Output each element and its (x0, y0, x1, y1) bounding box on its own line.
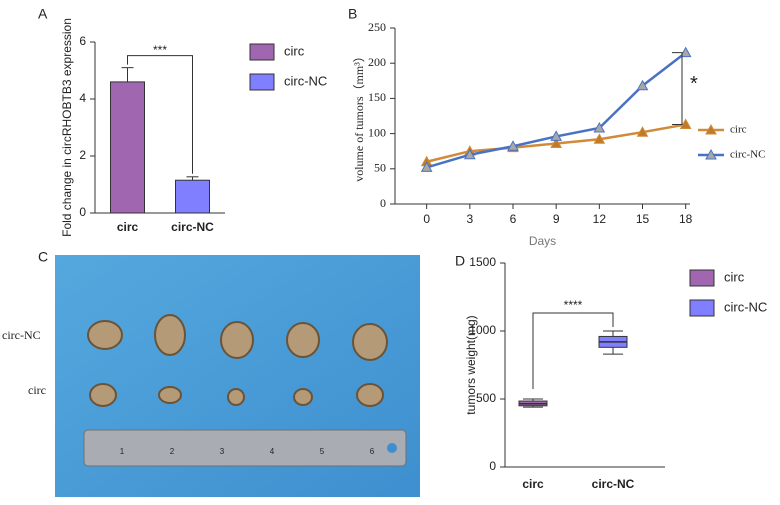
x-axis-label: Days (529, 234, 556, 248)
row-label: circ-NC (2, 328, 41, 342)
legend-label: circ-NC (730, 149, 765, 161)
ruler-label: 4 (270, 447, 275, 456)
marker (420, 161, 433, 172)
legend-label: circ (730, 124, 747, 136)
tumors (87, 314, 388, 407)
panel-letter: D (455, 253, 465, 269)
y-tick-label: 4 (79, 91, 86, 105)
y-axis-label: tumors weight(mg) (464, 315, 478, 414)
y-tick-label: 250 (368, 20, 386, 34)
row-label: circ (28, 383, 46, 397)
x-tick-label: circ-NC (592, 477, 635, 491)
significance: **** (564, 298, 583, 312)
marker (679, 46, 692, 58)
series-line (426, 51, 687, 169)
ruler-label: 1 (120, 447, 125, 456)
y-tick-label: 0 (489, 459, 496, 473)
legend-marker (705, 148, 717, 160)
y-axis-label: Fold change in circRHOBTB3 expression (60, 18, 74, 237)
bar (110, 81, 145, 214)
legend-label: circ (284, 43, 305, 58)
ruler-label: 2 (170, 447, 175, 456)
significance-bracket (127, 55, 193, 174)
legend-label: circ-NC (724, 299, 767, 314)
significance-bracket (532, 312, 614, 389)
x-tick-label: circ-NC (171, 220, 214, 234)
panel-letter: C (38, 249, 48, 265)
y-tick-label: 500 (476, 391, 496, 405)
panel-letter: A (38, 6, 48, 22)
y-tick-label: 0 (79, 205, 86, 219)
legend-label: circ (724, 269, 745, 284)
marker (507, 140, 519, 151)
marker (593, 133, 606, 144)
bar (175, 179, 210, 214)
x-tick-label: 0 (423, 212, 430, 226)
x-tick-label: 18 (679, 212, 693, 226)
ruler-label: 3 (220, 447, 225, 456)
y-tick-label: 200 (368, 55, 386, 69)
legend-swatch (689, 269, 715, 287)
significance: *** (153, 43, 167, 57)
y-tick-label: 1000 (469, 323, 496, 337)
y-tick-label: 100 (368, 125, 386, 139)
ruler (83, 429, 407, 467)
y-axis-label: volume of tumors（mm³） (352, 50, 366, 182)
significance-bracket (672, 52, 683, 125)
legend-swatch (689, 299, 715, 317)
x-tick-label: 12 (593, 212, 607, 226)
legend-swatch (249, 73, 275, 91)
marker (636, 79, 649, 91)
legend-marker (705, 123, 717, 135)
y-tick-label: 50 (374, 161, 386, 175)
marker (550, 137, 563, 148)
marker (463, 148, 476, 160)
ruler-hole (387, 443, 397, 453)
marker (679, 118, 692, 129)
x-tick-label: circ (117, 220, 139, 234)
x-tick-label: circ (522, 477, 544, 491)
ruler-label: 6 (370, 447, 375, 456)
y-tick-label: 6 (79, 34, 86, 48)
significance: * (690, 73, 698, 95)
x-tick-label: 3 (466, 212, 473, 226)
ruler-label: 5 (320, 447, 325, 456)
x-tick-label: 15 (636, 212, 650, 226)
marker (636, 126, 649, 137)
x-tick-label: 9 (553, 212, 560, 226)
y-tick-label: 1500 (469, 255, 496, 269)
panel-letter: B (348, 6, 357, 22)
y-tick-label: 0 (380, 196, 386, 210)
y-tick-label: 2 (79, 148, 86, 162)
marker (593, 121, 606, 133)
x-tick-label: 6 (510, 212, 517, 226)
legend-swatch (249, 43, 275, 61)
legend-label: circ-NC (284, 73, 327, 88)
y-tick-label: 150 (368, 90, 386, 104)
marker (550, 130, 563, 141)
